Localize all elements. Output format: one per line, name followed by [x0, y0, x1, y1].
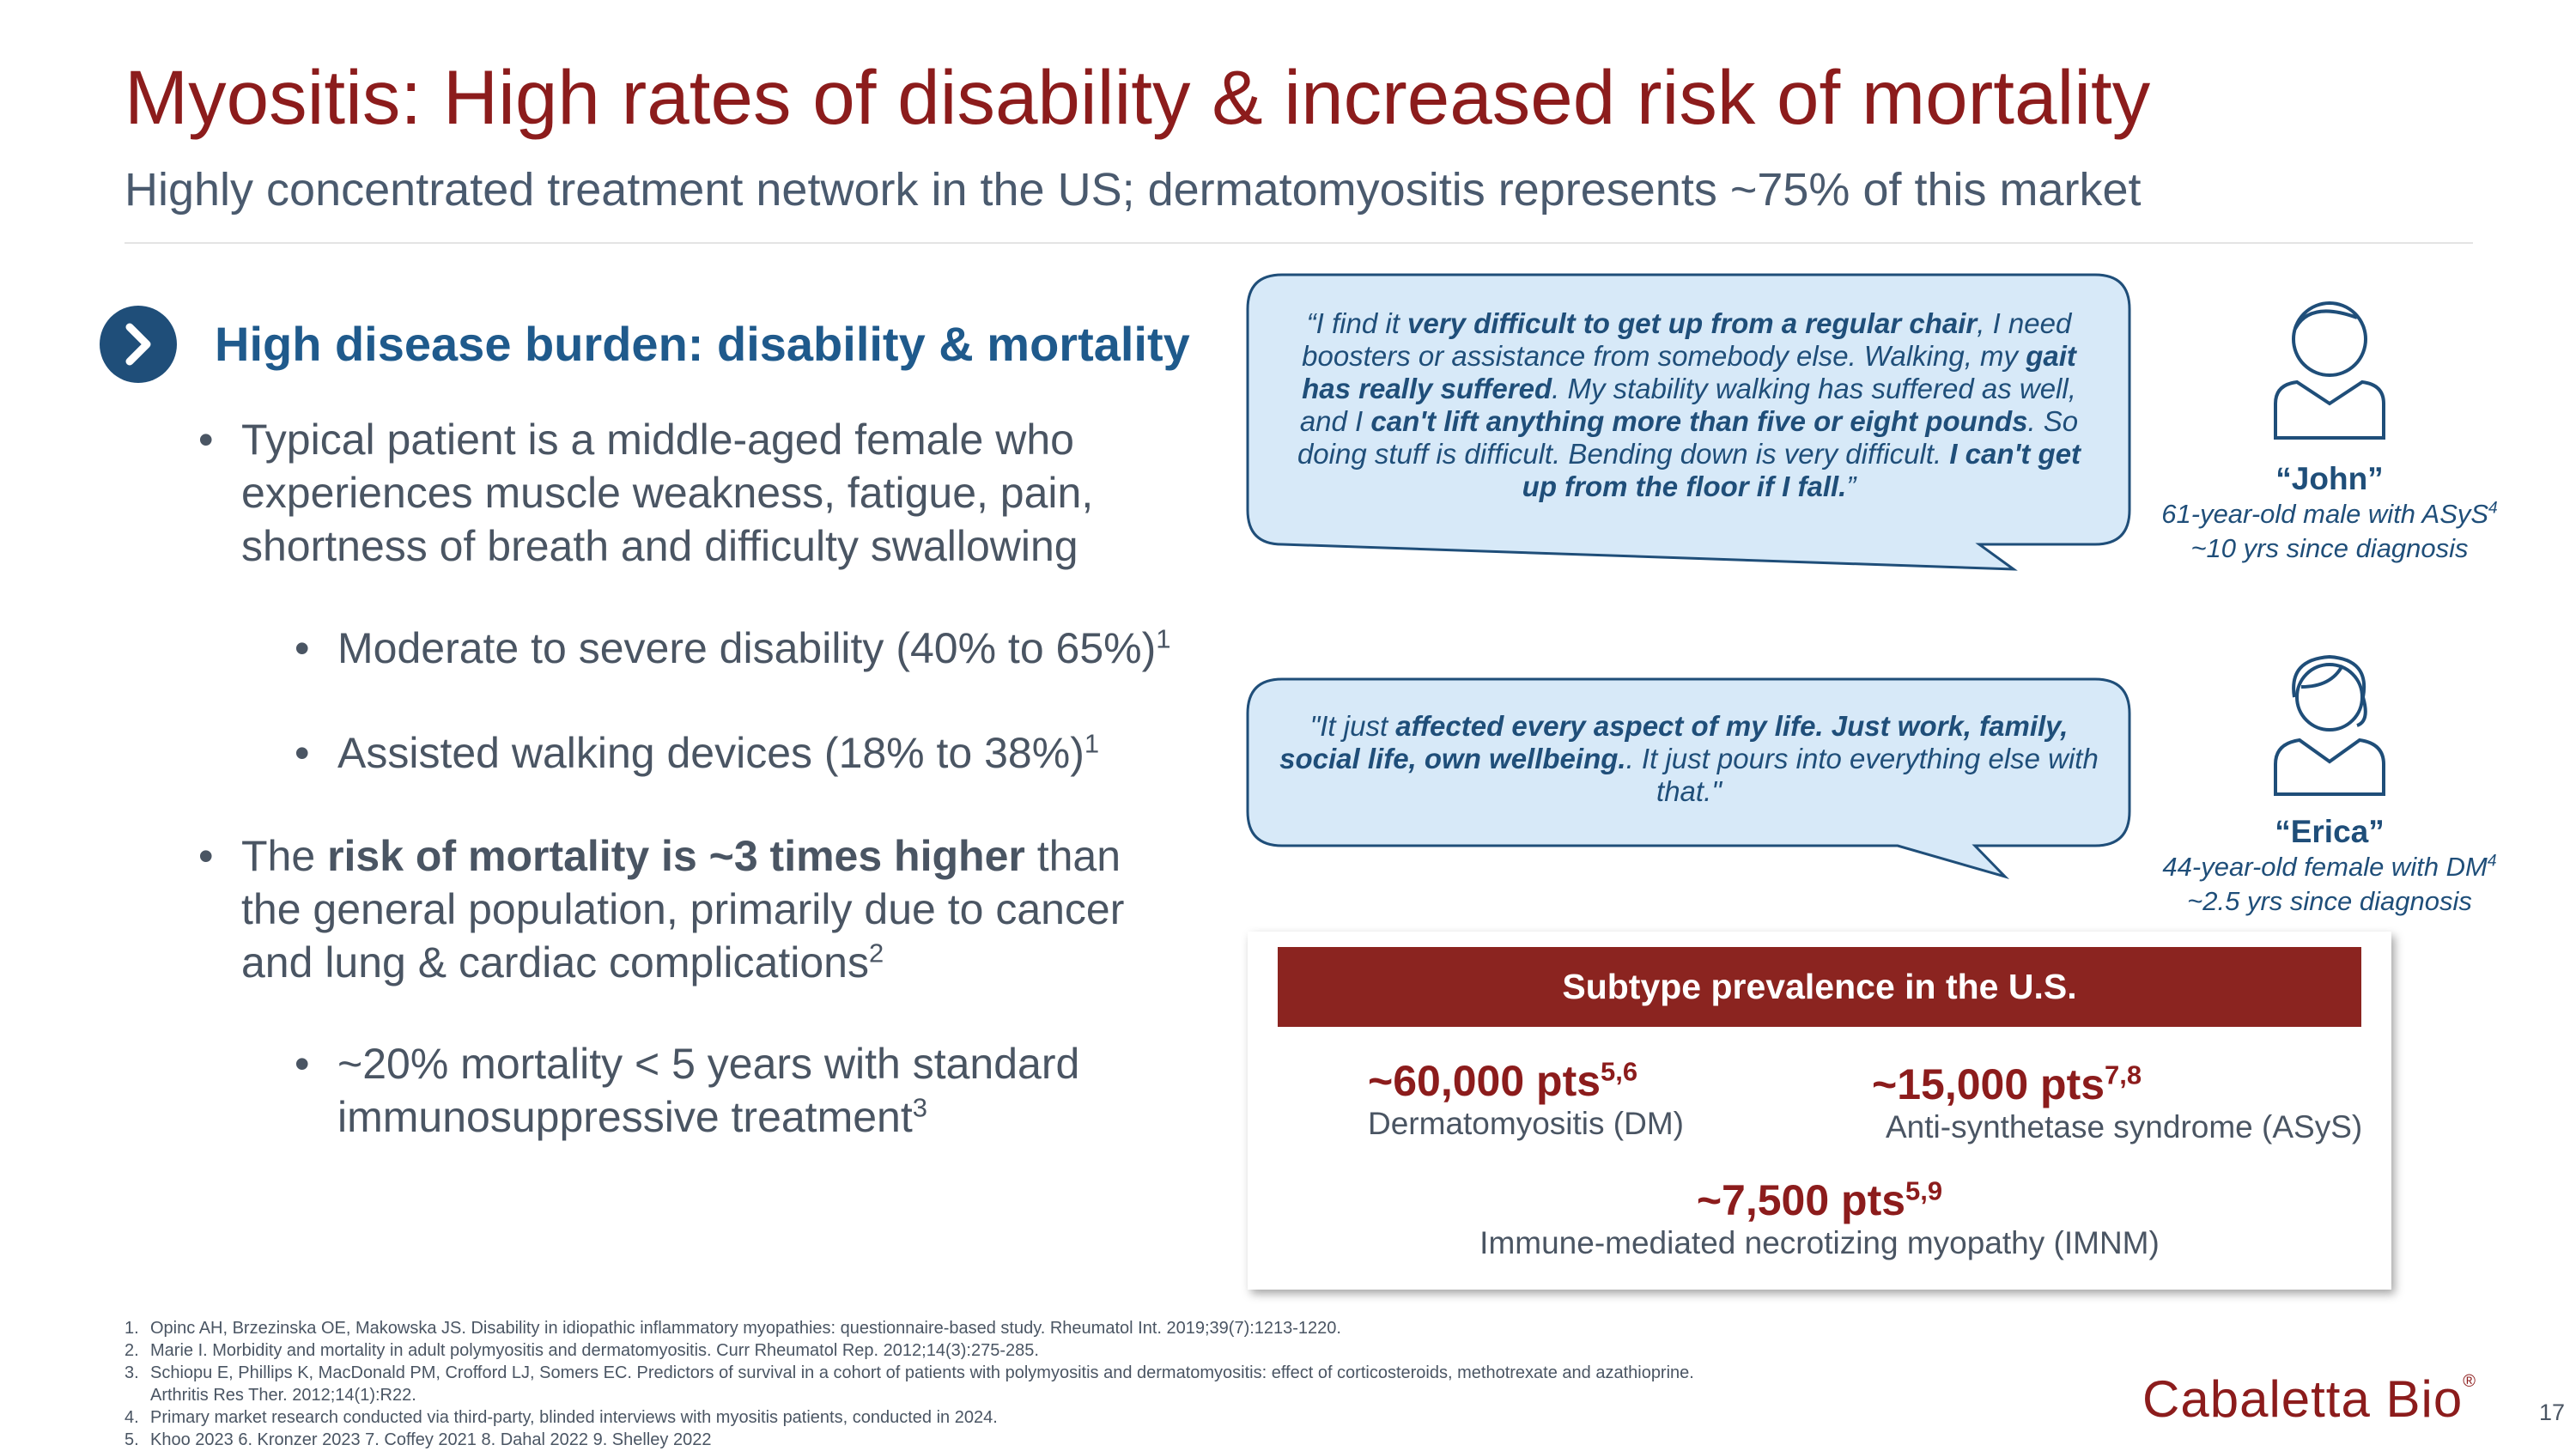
text: "It just [1309, 710, 1396, 742]
title: Myositis: High rates of disability & inc… [125, 54, 2151, 140]
bullet-dot: • [295, 729, 310, 777]
emphasis: gait has really suffered [1302, 340, 2076, 404]
emphasis: risk of mortality is ~3 times higher [327, 832, 1025, 880]
emphasis: I can't get up from the floor if I fall. [1522, 438, 2081, 502]
persona-name: “Erica” [2275, 814, 2385, 849]
footnote-number: 3. [125, 1363, 139, 1382]
bullet-dot: • [295, 624, 310, 672]
superscript: 4 [2487, 852, 2497, 871]
persona: “Erica” 44-year-old female with DM4 ~2.5… [2115, 814, 2544, 919]
footnote-number: 5. [125, 1430, 139, 1449]
footnote: 2. Marie I. Morbidity and mortality in ad… [125, 1339, 1739, 1362]
section-heading: High disease burden: disability & mortal… [215, 317, 1190, 371]
text: Typical patient is a middle-aged female … [241, 416, 1094, 570]
emphasis: very difficult to get up from a regular … [1407, 307, 1978, 339]
sub-bullet: • ~20% mortality < 5 years with standard … [295, 1037, 1213, 1144]
quote: "It just affected every aspect of my lif… [1277, 710, 2101, 808]
persona-since: ~2.5 yrs since diagnosis [2187, 886, 2472, 916]
footnote-text: Primary market research conducted via th… [150, 1408, 998, 1427]
persona-detail: 61-year-old male with ASyS4 [2115, 497, 2544, 531]
quote: “I find it very difficult to get up from… [1277, 307, 2101, 503]
superscript: 3 [912, 1092, 927, 1123]
stat-label: Dermatomyositis (DM) [1368, 1106, 1684, 1141]
text: Moderate to severe disability (40% to 65… [337, 624, 1157, 672]
emphasis: can't lift anything more than five or ei… [1370, 405, 2028, 437]
stat: ~7,500 pts5,9 Immune-mediated necrotizin… [1248, 1175, 2391, 1261]
sub-bullet: • Moderate to severe disability (40% to 6… [295, 622, 1213, 675]
text: . My stability walking has suffered as w… [1299, 373, 2076, 437]
persona-since: ~10 yrs since diagnosis [2190, 533, 2469, 563]
bullet-dot: • [198, 832, 214, 880]
emphasis: affected every aspect of my life. Just w… [1279, 710, 2069, 774]
superscript: 2 [868, 938, 884, 968]
superscript: 4 [2488, 499, 2498, 518]
page-number: 17 [2539, 1399, 2566, 1425]
text: Assisted walking devices (18% to 38%) [337, 729, 1084, 777]
superscript: 5,9 [1905, 1175, 1943, 1206]
stat-value: ~60,000 pts [1368, 1057, 1601, 1105]
text: The [241, 832, 328, 880]
bullet-dot: • [295, 1040, 310, 1088]
text: 61-year-old male with ASyS [2161, 499, 2489, 529]
text: 44-year-old female with DM [2162, 852, 2488, 882]
prevalence-title: Subtype prevalence in the U.S. [1278, 947, 2361, 1027]
stat: ~15,000 pts7,8 Anti-synthetase syndrome … [1872, 1059, 2362, 1145]
footnotes: 1. Opinc AH, Brzezinska OE, Makowska JS. … [125, 1317, 1739, 1451]
superscript: 1 [1084, 728, 1100, 759]
text: than the general population, primarily d… [241, 832, 1125, 987]
footnote-text: Khoo 2023 6. Kronzer 2023 7. Coffey 2021… [150, 1430, 712, 1449]
stat-label: Anti-synthetase syndrome (ASyS) [1886, 1109, 2363, 1144]
stat-value: ~15,000 pts [1872, 1060, 2105, 1108]
footnote-text: Opinc AH, Brzezinska OE, Makowska JS. Di… [150, 1319, 1341, 1338]
persona-name: “John” [2275, 461, 2384, 496]
superscript: 1 [1156, 623, 1171, 654]
persona: “John” 61-year-old male with ASyS4 ~10 y… [2115, 461, 2544, 566]
sub-bullet: • Assisted walking devices (18% to 38%)1 [295, 726, 1213, 780]
bullet: • The risk of mortality is ~3 times highe… [198, 829, 1186, 989]
footnote: 5. Khoo 2023 6. Kronzer 2023 7. Coffey 20… [125, 1429, 1739, 1451]
text: ” [1846, 471, 1856, 502]
text: . It just pours into everything else wit… [1625, 743, 2099, 807]
footnote-number: 2. [125, 1341, 139, 1360]
text: “I find it [1306, 307, 1408, 339]
stat: ~60,000 pts5,6 Dermatomyositis (DM) [1368, 1056, 1684, 1142]
bullet-dot: • [198, 416, 214, 464]
divider [125, 242, 2473, 244]
footnote: 3. Schiopu E, Phillips K, MacDonald PM, C… [125, 1362, 1739, 1406]
stat-label: Immune-mediated necrotizing myopathy (IM… [1479, 1225, 2160, 1260]
superscript: 5,6 [1601, 1056, 1638, 1087]
logo-text: Cabaletta Bio [2142, 1370, 2464, 1428]
footnote-text: Schiopu E, Phillips K, MacDonald PM, Cro… [150, 1363, 1694, 1405]
stat-value: ~7,500 pts [1696, 1176, 1906, 1224]
footnote-number: 1. [125, 1319, 139, 1338]
chevron-icon [100, 306, 177, 383]
logo: Cabaletta Bio® [2142, 1369, 2476, 1429]
text: ~20% mortality < 5 years with standard i… [337, 1040, 1080, 1141]
subtitle: Highly concentrated treatment network in… [125, 164, 2142, 216]
logo-mark: ® [2463, 1372, 2476, 1391]
footnote-text: Marie I. Morbidity and mortality in adul… [150, 1341, 1039, 1360]
footnote-number: 4. [125, 1408, 139, 1427]
text: . So doing stuff is difficult. Bending d… [1297, 405, 2079, 470]
persona-detail: 44-year-old female with DM4 [2115, 850, 2544, 884]
footnote: 1. Opinc AH, Brzezinska OE, Makowska JS. … [125, 1317, 1739, 1339]
footnote: 4. Primary market research conducted via … [125, 1406, 1739, 1429]
text: , I need boosters or assistance from som… [1302, 307, 2072, 372]
superscript: 7,8 [2105, 1059, 2142, 1090]
bullet: • Typical patient is a middle-aged female… [198, 413, 1186, 573]
